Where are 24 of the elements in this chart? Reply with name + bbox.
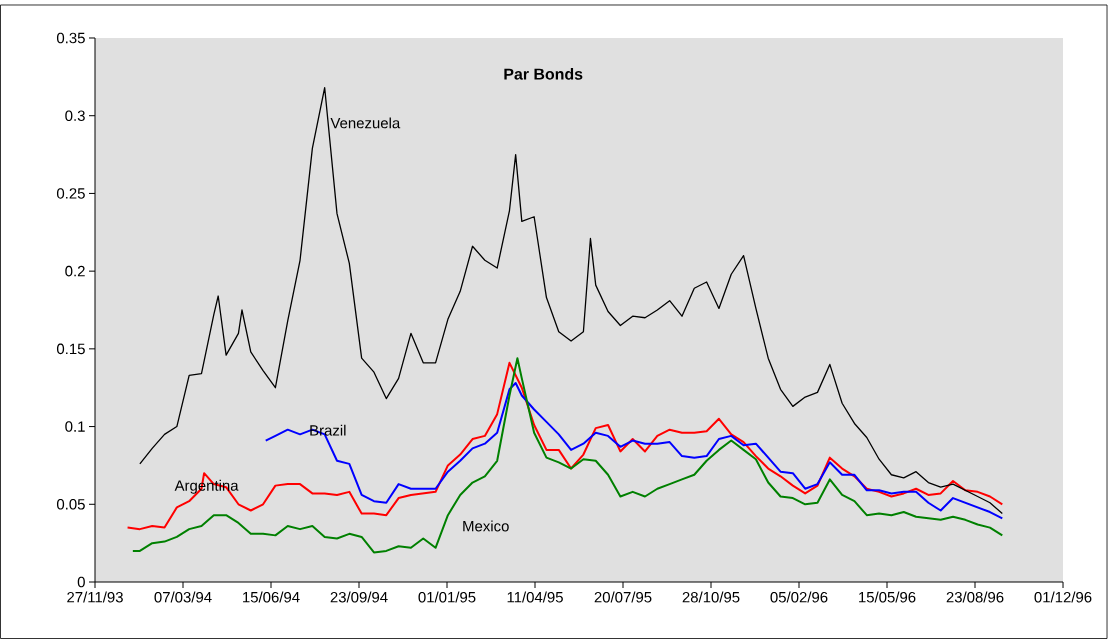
x-tick-label: 15/05/96 [859,591,916,603]
x-tick-label: 20/07/95 [594,591,652,603]
y-tick-label: 0.1 [65,421,85,432]
series-label: Brazil [310,424,346,436]
series-label: Mexico [463,520,509,532]
y-tick-label: 0 [77,576,85,588]
x-tick-label: 07/03/94 [154,591,212,603]
x-tick-label: 01/12/96 [1034,591,1092,603]
x-tick-label: 11/04/95 [507,591,563,603]
y-tick-label: 0.15 [56,343,85,355]
x-tick-label: 05/02/96 [770,591,828,603]
x-tick-label: 27/11/93 [67,591,123,603]
y-tick-label: 0.35 [56,32,85,44]
x-tick-label: 15/06/94 [243,591,300,603]
x-tick-label: 23/09/94 [330,591,388,603]
x-tick-label: 01/01/95 [418,591,476,603]
series-label: Venezuela [330,117,401,129]
y-tick-label: 0.3 [65,110,85,121]
y-tick-label: 0.05 [56,498,85,510]
y-tick-label: 0.25 [56,188,85,199]
y-tick-label: 0.2 [65,265,85,277]
x-tick-label: 28/10/95 [682,591,740,603]
x-tick-label: 23/08/96 [946,591,1004,603]
text: Par Bonds [504,68,583,80]
